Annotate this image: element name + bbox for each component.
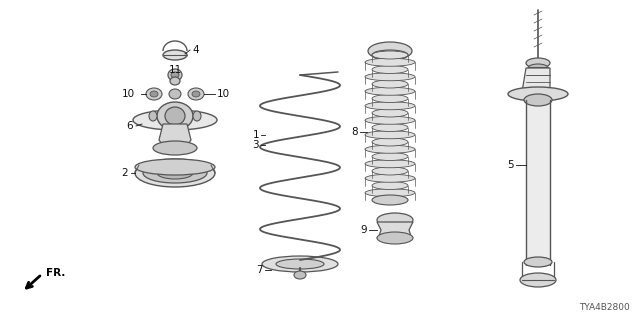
Ellipse shape xyxy=(262,256,338,272)
Ellipse shape xyxy=(188,88,204,100)
Text: 9: 9 xyxy=(360,225,367,235)
Text: FR.: FR. xyxy=(46,268,65,278)
Ellipse shape xyxy=(150,91,158,97)
Ellipse shape xyxy=(372,181,408,189)
Ellipse shape xyxy=(372,51,408,59)
Ellipse shape xyxy=(365,174,415,182)
Text: 7: 7 xyxy=(257,265,263,275)
Ellipse shape xyxy=(372,94,408,102)
Ellipse shape xyxy=(372,124,408,132)
Ellipse shape xyxy=(171,72,179,78)
Text: 11: 11 xyxy=(168,65,182,75)
Ellipse shape xyxy=(192,91,200,97)
Ellipse shape xyxy=(520,273,556,287)
Ellipse shape xyxy=(170,77,180,85)
Text: 4: 4 xyxy=(192,45,198,55)
Ellipse shape xyxy=(193,111,201,121)
Ellipse shape xyxy=(146,88,162,100)
Ellipse shape xyxy=(365,116,415,124)
Ellipse shape xyxy=(372,153,408,161)
Ellipse shape xyxy=(153,141,197,155)
Bar xyxy=(526,100,550,265)
Ellipse shape xyxy=(377,213,413,227)
Ellipse shape xyxy=(372,109,408,117)
Ellipse shape xyxy=(528,64,548,72)
Ellipse shape xyxy=(165,107,185,125)
Ellipse shape xyxy=(168,69,182,81)
Ellipse shape xyxy=(365,160,415,168)
Ellipse shape xyxy=(365,58,415,66)
Text: 10: 10 xyxy=(217,89,230,99)
Ellipse shape xyxy=(372,50,408,60)
Ellipse shape xyxy=(508,87,568,101)
Ellipse shape xyxy=(372,66,408,74)
Text: TYA4B2800: TYA4B2800 xyxy=(579,303,630,312)
Ellipse shape xyxy=(365,73,415,81)
Ellipse shape xyxy=(365,189,415,197)
Ellipse shape xyxy=(365,131,415,139)
Ellipse shape xyxy=(524,257,552,267)
Ellipse shape xyxy=(368,42,412,60)
Text: 10: 10 xyxy=(122,89,135,99)
Ellipse shape xyxy=(372,195,408,205)
Ellipse shape xyxy=(294,271,306,279)
Ellipse shape xyxy=(149,111,157,121)
Ellipse shape xyxy=(169,89,181,99)
Ellipse shape xyxy=(365,102,415,110)
Ellipse shape xyxy=(157,102,193,130)
Ellipse shape xyxy=(372,138,408,146)
Polygon shape xyxy=(377,222,413,238)
Ellipse shape xyxy=(163,50,187,60)
Text: 8: 8 xyxy=(351,127,358,137)
Ellipse shape xyxy=(365,145,415,153)
Ellipse shape xyxy=(157,167,193,179)
Text: 5: 5 xyxy=(508,160,514,170)
Text: 3: 3 xyxy=(252,140,259,150)
Ellipse shape xyxy=(365,87,415,95)
Ellipse shape xyxy=(524,94,552,106)
Polygon shape xyxy=(159,124,191,148)
Ellipse shape xyxy=(372,167,408,175)
Text: 2: 2 xyxy=(122,168,128,178)
Polygon shape xyxy=(522,68,550,92)
Ellipse shape xyxy=(526,58,550,68)
Ellipse shape xyxy=(143,163,207,183)
Ellipse shape xyxy=(377,232,413,244)
Ellipse shape xyxy=(372,80,408,88)
Ellipse shape xyxy=(135,159,215,175)
Ellipse shape xyxy=(135,159,215,187)
Text: 6: 6 xyxy=(126,121,133,131)
Ellipse shape xyxy=(133,110,217,130)
Text: 1: 1 xyxy=(252,130,259,140)
Ellipse shape xyxy=(276,259,324,269)
